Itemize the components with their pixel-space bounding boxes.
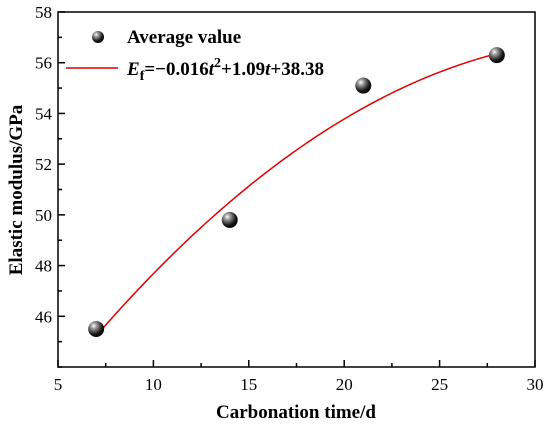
x-axis-title: Carbonation time/d xyxy=(216,402,376,423)
y-tick-label: 46 xyxy=(35,307,52,326)
data-point xyxy=(355,77,372,94)
fit-label-sup: 2 xyxy=(214,56,221,71)
y-tick-label: 48 xyxy=(35,257,52,276)
legend: Average value Ef=−0.016t2+1.09t+38.38 xyxy=(66,27,324,84)
legend-marker-average xyxy=(92,31,104,43)
y-tick-label: 58 xyxy=(35,3,52,22)
y-axis-title: Elastic modulus/GPa xyxy=(6,104,27,275)
x-tick-label: 20 xyxy=(336,375,353,394)
data-points xyxy=(88,47,505,337)
fit-label-part2: +1.09 xyxy=(221,59,265,80)
fit-label-t1: t xyxy=(209,59,215,80)
x-tick-label: 30 xyxy=(527,375,544,394)
y-tick-label: 50 xyxy=(35,206,52,225)
y-tick-label: 56 xyxy=(35,54,52,73)
x-tick-label: 5 xyxy=(54,375,63,394)
fit-label-part1: =−0.016 xyxy=(144,59,208,80)
fit-label-part3: +38.38 xyxy=(270,59,324,80)
fit-label-t2: t xyxy=(265,59,271,80)
data-point xyxy=(488,47,505,64)
tick-labels: 5 10 15 20 25 30 46 48 50 52 54 56 58 xyxy=(35,3,544,394)
y-tick-label: 54 xyxy=(35,104,53,123)
legend-label-fit: Ef=−0.016t2+1.09t+38.38 xyxy=(126,56,324,84)
x-axis xyxy=(57,360,536,367)
data-point xyxy=(221,211,238,228)
data-point xyxy=(88,320,105,337)
fit-curve xyxy=(95,52,498,337)
x-tick-label: 15 xyxy=(240,375,257,394)
fit-label-sub: f xyxy=(140,69,145,84)
x-tick-label: 25 xyxy=(431,375,448,394)
legend-label-average: Average value xyxy=(127,27,241,48)
x-tick-label: 10 xyxy=(145,375,162,394)
y-tick-label: 52 xyxy=(35,155,52,174)
fit-label-E: E xyxy=(126,59,140,80)
y-axis xyxy=(58,11,65,368)
